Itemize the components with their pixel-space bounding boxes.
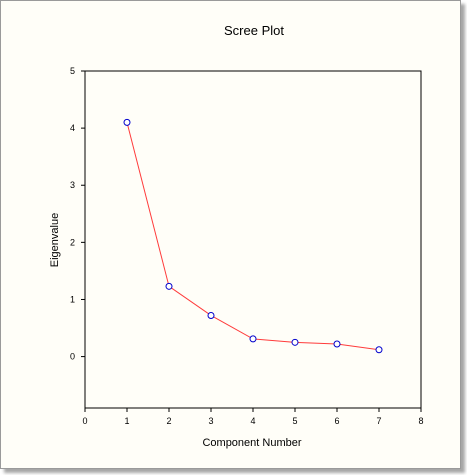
x-tick-label: 6 [334, 416, 339, 426]
y-tick-label: 5 [70, 66, 75, 76]
y-tick-label: 3 [70, 180, 75, 190]
data-point [250, 336, 256, 342]
x-tick-label: 3 [208, 416, 213, 426]
data-point [376, 347, 382, 353]
x-tick-label: 0 [82, 416, 87, 426]
x-tick-label: 5 [292, 416, 297, 426]
scree-plot-chart: Scree Plot 0 1 2 3 4 5 6 7 8 0 1 2 3 4 5 Component Nu… [1, 1, 460, 468]
y-axis-title: Eigenvalue [49, 213, 61, 267]
data-point [124, 119, 130, 125]
data-point [166, 283, 172, 289]
y-tick-label: 1 [70, 294, 75, 304]
x-tick-label: 7 [376, 416, 381, 426]
y-tick-label: 2 [70, 237, 75, 247]
data-point [334, 341, 340, 347]
x-tick-label: 2 [166, 416, 171, 426]
x-tick-label: 4 [250, 416, 255, 426]
series-points [124, 119, 382, 352]
x-axis: 0 1 2 3 4 5 6 7 8 [82, 408, 423, 426]
plot-area [85, 71, 421, 408]
y-tick-label: 0 [70, 352, 75, 362]
y-axis: 0 1 2 3 4 5 [70, 66, 85, 362]
data-point [292, 339, 298, 345]
series-line [127, 122, 379, 349]
data-point [208, 312, 214, 318]
chart-title: Scree Plot [224, 23, 284, 38]
y-tick-label: 4 [70, 123, 75, 133]
chart-frame: Scree Plot 0 1 2 3 4 5 6 7 8 0 1 2 3 4 5 Component Nu… [0, 0, 461, 469]
x-tick-label: 1 [124, 416, 129, 426]
x-axis-title: Component Number [202, 437, 301, 449]
x-tick-label: 8 [418, 416, 423, 426]
